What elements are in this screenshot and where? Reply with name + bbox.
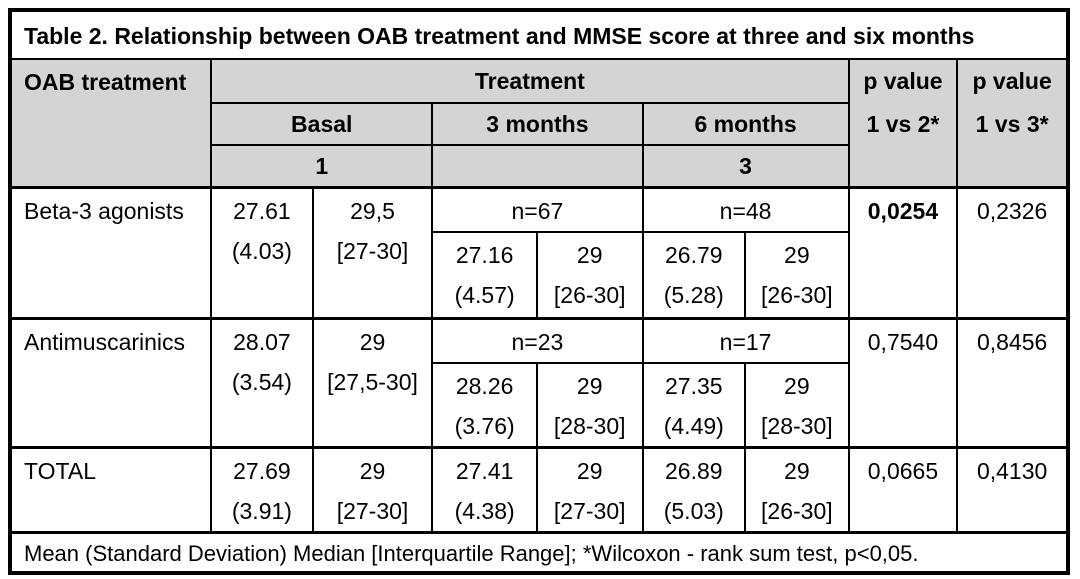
header-basal: Basal — [210, 102, 434, 146]
header-treatment: Treatment — [210, 58, 850, 104]
anti-3mo-n-cell: n=23 — [431, 316, 644, 364]
header-period-number-6mo: 3 — [641, 144, 850, 189]
median-value: 29 — [359, 328, 386, 355]
sd-value: (4.57) — [454, 282, 515, 308]
iqr-value: [27-30] — [336, 497, 409, 524]
iqr-value: [26-30] — [761, 282, 833, 308]
sd-value: (3.54) — [231, 368, 292, 395]
sd-value: (3.91) — [231, 497, 292, 524]
header-p-value-1vs2: p value 1 vs 2* — [847, 58, 959, 189]
anti-3mo-median-cell: 29 [28-30] — [535, 361, 644, 448]
median-value: 29 — [784, 457, 810, 484]
beta3-basal-mean-cell: 27.61 (4.03) — [210, 186, 314, 319]
header-row-2: Basal 3 months 6 months — [10, 102, 1068, 146]
header-row-1: OAB treatment Treatment p value 1 vs 2* … — [8, 58, 1069, 189]
iqr-value: [27-30] — [553, 497, 626, 524]
median-value: 29 — [359, 457, 386, 484]
beta3-pvalue-1vs3: 0,2326 — [956, 186, 1069, 319]
row-antimuscarinics: Antimuscarinics 28.07 (3.54) 29 [27,5-30… — [8, 316, 1069, 448]
anti-3mo-mean-cell: 28.26 (3.76) — [431, 361, 538, 448]
table-title-row: Table 2. Relationship between OAB treatm… — [9, 9, 1069, 60]
sd-value: (4.03) — [231, 238, 292, 264]
median-value: 29 — [576, 242, 603, 268]
mean-value: 28.26 — [455, 372, 514, 399]
anti-pvalue-1vs3: 0,8456 — [956, 316, 1069, 448]
anti-6mo-n-cell: n=17 — [641, 316, 850, 364]
mean-value: 27.16 — [455, 242, 514, 268]
median-value: 29 — [576, 457, 603, 484]
sd-value: (3.76) — [454, 412, 515, 439]
header-row-3: 1 3 — [10, 144, 1068, 189]
row-label-antimuscarinics: Antimuscarinics — [8, 316, 213, 448]
mean-value: 27.61 — [233, 198, 291, 224]
table-title: Table 2. Relationship between OAB treatm… — [9, 9, 1069, 60]
header-oab-treatment: OAB treatment — [8, 58, 213, 189]
iqr-value: [28-30] — [761, 412, 833, 439]
iqr-value: [26-30] — [553, 282, 626, 308]
table-footnote: Mean (Standard Deviation) Median [Interq… — [9, 530, 1069, 574]
total-basal-median-cell: 29 [27-30] — [311, 445, 434, 533]
median-value: 29,5 — [350, 198, 395, 224]
mean-value: 27.41 — [455, 457, 514, 484]
header-6-months: 6 months — [641, 102, 850, 146]
beta3-6mo-median-cell: 29 [26-30] — [744, 231, 850, 319]
median-value: 29 — [784, 242, 810, 268]
anti-6mo-median-cell: 29 [28-30] — [744, 361, 850, 448]
row-total: TOTAL 27.69 (3.91) 29 [27-30] 27.41 (4.3… — [8, 445, 1069, 533]
iqr-value: [28-30] — [553, 412, 626, 439]
p-value-label: p value — [863, 68, 943, 94]
header-period-number-3mo — [431, 144, 644, 189]
sd-value: (5.28) — [663, 282, 724, 308]
total-6mo-mean-cell: 26.89 (5.03) — [641, 445, 747, 533]
beta3-3mo-median-cell: 29 [26-30] — [535, 231, 644, 319]
row-label-total: TOTAL — [8, 445, 213, 533]
row-beta3-agonists: Beta-3 agonists 27.61 (4.03) 29,5 [27-30… — [8, 186, 1069, 319]
anti-basal-median-cell: 29 [27,5-30] — [311, 316, 434, 448]
p-value-comparison: 1 vs 2* — [866, 111, 940, 137]
sd-value: (4.38) — [454, 497, 515, 524]
beta3-3mo-mean-cell: 27.16 (4.57) — [431, 231, 538, 319]
beta3-pvalue-1vs2: 0,0254 — [847, 186, 959, 319]
p-value-comparison: 1 vs 3* — [975, 111, 1049, 137]
total-3mo-mean-cell: 27.41 (4.38) — [431, 445, 538, 533]
oab-mmse-table: Table 2. Relationship between OAB treatm… — [8, 8, 1070, 575]
total-basal-mean-cell: 27.69 (3.91) — [210, 445, 314, 533]
total-pvalue-1vs2: 0,0665 — [847, 445, 959, 533]
beta3-6mo-mean-cell: 26.79 (5.28) — [641, 231, 747, 319]
mean-value: 26.89 — [665, 457, 723, 484]
total-6mo-median-cell: 29 [26-30] — [744, 445, 850, 533]
iqr-value: [27-30] — [336, 238, 409, 264]
mean-value: 27.35 — [665, 372, 723, 399]
beta3-6mo-n-cell: n=48 — [641, 186, 850, 233]
header-period-number-basal: 1 — [210, 144, 434, 189]
mean-value: 26.79 — [665, 242, 723, 268]
anti-basal-mean-cell: 28.07 (3.54) — [210, 316, 314, 448]
row-beta3-agonists-values: 27.16 (4.57) 29 [26-30] 26.79 (5.28) 29 … — [10, 231, 1068, 319]
anti-pvalue-1vs2: 0,7540 — [847, 316, 959, 448]
p-value-label: p value — [972, 68, 1052, 94]
footnote-row: Mean (Standard Deviation) Median [Interq… — [9, 530, 1069, 574]
row-antimuscarinics-values: 28.26 (3.76) 29 [28-30] 27.35 (4.49) 29 … — [10, 361, 1068, 448]
mean-value: 27.69 — [233, 457, 291, 484]
total-pvalue-1vs3: 0,4130 — [956, 445, 1069, 533]
beta3-3mo-n-cell: n=67 — [431, 186, 644, 233]
sd-value: (4.49) — [663, 412, 724, 439]
anti-6mo-mean-cell: 27.35 (4.49) — [641, 361, 747, 448]
header-p-value-1vs3: p value 1 vs 3* — [956, 58, 1069, 189]
iqr-value: [26-30] — [761, 497, 833, 524]
iqr-value: [27,5-30] — [327, 368, 418, 395]
beta3-basal-median-cell: 29,5 [27-30] — [311, 186, 434, 319]
total-3mo-median-cell: 29 [27-30] — [535, 445, 644, 533]
header-3-months: 3 months — [431, 102, 644, 146]
median-value: 29 — [576, 372, 603, 399]
row-label-beta3: Beta-3 agonists — [8, 186, 213, 319]
mean-value: 28.07 — [233, 328, 291, 355]
median-value: 29 — [784, 372, 810, 399]
sd-value: (5.03) — [663, 497, 724, 524]
